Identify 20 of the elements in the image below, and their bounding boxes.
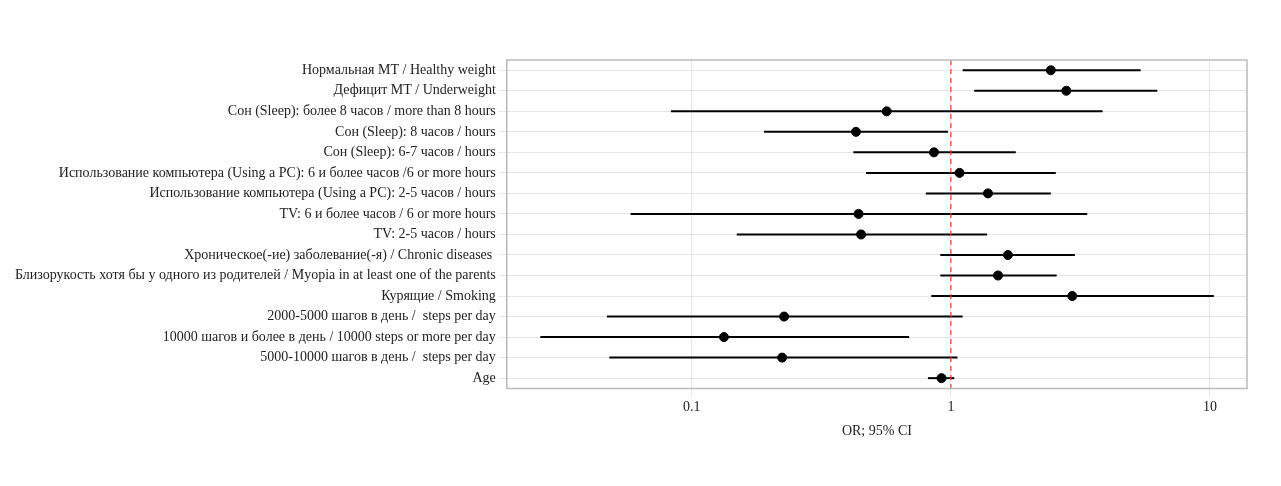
y-tick-label: Сон (Sleep): 8 часов / hours xyxy=(335,123,496,140)
x-axis-title: OR; 95% CI xyxy=(841,423,913,439)
y-tick-label: Сон (Sleep): более 8 часов / more than 8 hours xyxy=(227,102,496,119)
y-tick-label: Хроническое(-ие) заболевание(-я) / Chronic diseases xyxy=(184,246,496,263)
x-tick-label: 1 xyxy=(947,399,955,415)
y-tick-label: Дефицит МТ / Underweight xyxy=(333,82,496,98)
y-tick-label: Курящие / Smoking xyxy=(381,287,496,303)
y-tick-label: Использование компьютера (Using a PC): 2-5 часов / hours xyxy=(149,185,496,202)
y-tick-label: 10000 шагов и более в день / 10000 steps or more per day xyxy=(162,328,496,344)
y-tick-label: TV: 2-5 часов / hours xyxy=(373,226,496,242)
y-tick-label: Нормальная МТ / Healthy weight xyxy=(301,61,496,77)
y-tick-label: Использование компьютера (Using a PC): 6 и более часов /6 or more hours xyxy=(58,164,496,181)
y-tick-label: Близорукость хотя бы у одного из родителей / Myopia in at least one of the parents xyxy=(14,267,496,283)
y-tick-label: 5000-10000 шагов в день / steps per day xyxy=(260,349,496,365)
y-tick-label: Сон (Sleep): 6-7 часов / hours xyxy=(323,144,496,161)
y-tick-label: TV: 6 и более часов / 6 or more hours xyxy=(279,205,496,221)
x-tick-label: 10 xyxy=(1202,399,1217,415)
y-tick-label: Age xyxy=(472,369,496,385)
x-tick-label: 0.1 xyxy=(683,399,701,415)
y-tick-label: 2000-5000 шагов в день / steps per day xyxy=(267,308,496,324)
